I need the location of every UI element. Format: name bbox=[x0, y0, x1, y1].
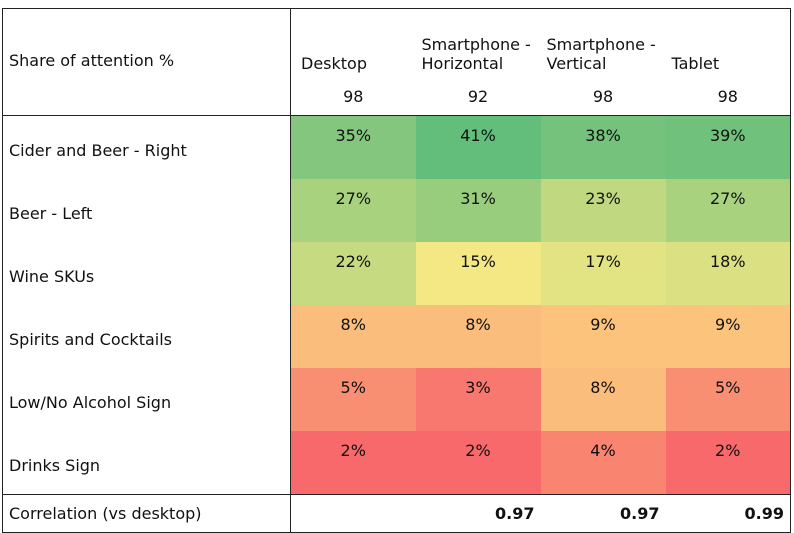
data-row: Spirits and Cocktails 8% 8% 9% 9% bbox=[2, 305, 791, 368]
data-row: Beer - Left 27% 31% 23% 27% bbox=[2, 179, 791, 242]
heat-cell: 9% bbox=[540, 305, 666, 368]
heat-cell: 31% bbox=[415, 179, 541, 242]
heat-cell: 41% bbox=[415, 115, 541, 179]
data-row: Cider and Beer - Right 35% 41% 38% 39% bbox=[2, 115, 791, 179]
heat-cell: 27% bbox=[290, 179, 416, 242]
sample-size: 98 bbox=[290, 77, 416, 116]
heat-cell: 3% bbox=[415, 368, 541, 431]
row-label: Drinks Sign bbox=[2, 431, 291, 495]
heat-cell: 38% bbox=[540, 115, 666, 179]
attention-table: Share of attention % Desktop Smartphone - … bbox=[2, 8, 791, 533]
column-header: Desktop bbox=[301, 54, 367, 73]
heat-cell: 5% bbox=[665, 368, 791, 431]
correlation-value: 0.97 bbox=[540, 494, 666, 533]
column-header: Tablet bbox=[671, 54, 720, 73]
heat-cell: 39% bbox=[665, 115, 791, 179]
row-label: Beer - Left bbox=[2, 179, 291, 242]
heat-cell: 18% bbox=[665, 242, 791, 305]
heat-cell: 9% bbox=[665, 305, 791, 368]
heat-cell: 8% bbox=[540, 368, 666, 431]
sample-size: 92 bbox=[415, 77, 541, 116]
correlation-value: 0.99 bbox=[665, 494, 791, 533]
heat-cell: 22% bbox=[290, 242, 416, 305]
row-label: Spirits and Cocktails bbox=[2, 305, 291, 368]
page: Share of attention % Desktop Smartphone - … bbox=[2, 8, 791, 533]
row-label: Cider and Beer - Right bbox=[2, 115, 291, 179]
heat-cell: 35% bbox=[290, 115, 416, 179]
header-row: Share of attention % Desktop Smartphone - … bbox=[2, 8, 791, 116]
heat-cell: 15% bbox=[415, 242, 541, 305]
table-title: Share of attention % bbox=[2, 8, 291, 116]
heat-cell: 2% bbox=[665, 431, 791, 495]
heat-cell: 4% bbox=[540, 431, 666, 495]
column-header: Smartphone - Horizontal bbox=[421, 35, 531, 73]
sample-size-row: 98 92 98 98 bbox=[3, 77, 791, 116]
heat-cell: 17% bbox=[540, 242, 666, 305]
row-label: Wine SKUs bbox=[2, 242, 291, 305]
data-row: Wine SKUs 22% 15% 17% 18% bbox=[2, 242, 791, 305]
table-body: Share of attention % Desktop Smartphone - … bbox=[2, 8, 791, 533]
heat-cell: 2% bbox=[290, 431, 416, 495]
sample-size: 98 bbox=[665, 77, 791, 116]
correlation-label: Correlation (vs desktop) bbox=[2, 494, 291, 533]
heat-cell: 8% bbox=[415, 305, 541, 368]
column-header: Smartphone - Vertical bbox=[546, 35, 656, 73]
heat-cell: 5% bbox=[290, 368, 416, 431]
heat-cell: 27% bbox=[665, 179, 791, 242]
heat-cell: 8% bbox=[290, 305, 416, 368]
heat-cell: 2% bbox=[415, 431, 541, 495]
row-label: Low/No Alcohol Sign bbox=[2, 368, 291, 431]
data-row: Low/No Alcohol Sign 5% 3% 8% 5% bbox=[2, 368, 791, 431]
heat-cell: 23% bbox=[540, 179, 666, 242]
correlation-row: Correlation (vs desktop) 0.97 0.97 0.99 bbox=[2, 494, 791, 533]
sample-size: 98 bbox=[540, 77, 666, 116]
data-row: Drinks Sign 2% 2% 4% 2% bbox=[2, 431, 791, 495]
correlation-value bbox=[290, 494, 416, 533]
correlation-value: 0.97 bbox=[415, 494, 541, 533]
